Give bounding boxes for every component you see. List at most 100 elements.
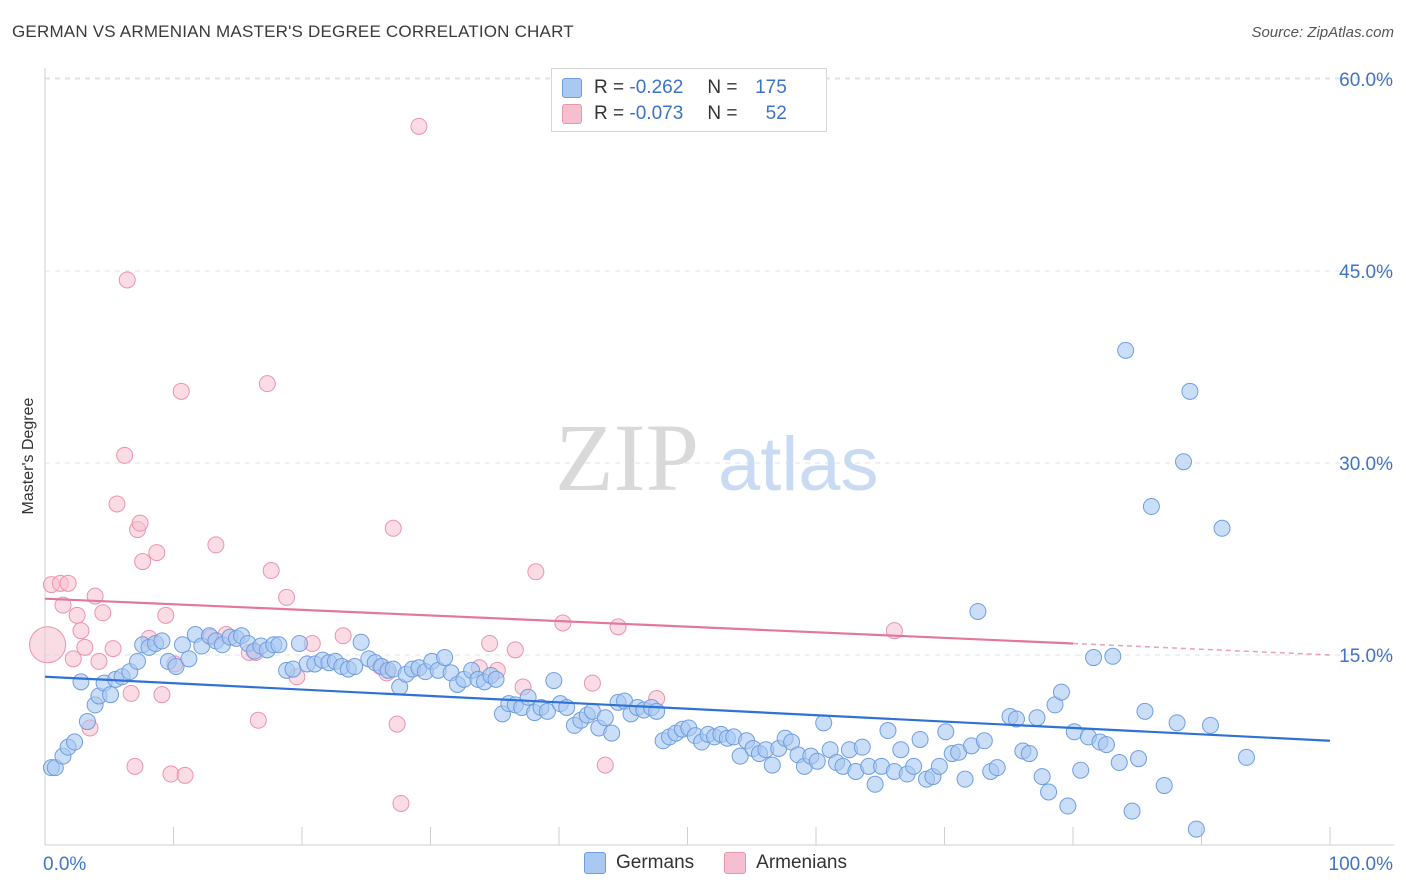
german-point	[519, 688, 537, 706]
german-point	[648, 702, 666, 720]
armenian-point	[481, 634, 499, 652]
armenian-point	[157, 606, 175, 624]
german-point	[930, 757, 948, 775]
german-point	[66, 733, 84, 751]
armenian-swatch	[562, 104, 582, 124]
german-n-label: N =	[707, 77, 738, 98]
german-point	[596, 709, 614, 727]
armenian-point	[262, 562, 280, 580]
armenian-point	[554, 614, 572, 632]
armenian-point	[122, 684, 140, 702]
armenian-trend-line	[44, 597, 1074, 645]
german-point	[956, 770, 974, 788]
source-label: Source: ZipAtlas.com	[1251, 24, 1394, 41]
armenian-point	[104, 640, 122, 658]
y-tick-label: 45.0%	[1339, 262, 1393, 283]
armenian-point	[68, 606, 86, 624]
grid-lines	[45, 77, 1394, 656]
german-trend-line	[44, 675, 1331, 742]
german-point	[988, 759, 1006, 777]
armenian-point	[609, 618, 627, 636]
legend-item-germans[interactable]: Germans	[584, 852, 694, 874]
armenian-point	[118, 271, 136, 289]
german-point	[129, 652, 147, 670]
armenian-point	[59, 574, 77, 592]
german-r-label: R =	[594, 77, 625, 98]
german-point	[892, 741, 910, 759]
stats-row-armenian: R = -0.073 N = 52	[562, 103, 787, 125]
armenians-legend-swatch	[724, 852, 747, 874]
armenian-point	[384, 519, 402, 537]
y-axis-label-group: Master's Degree	[20, 397, 37, 514]
armenian-point	[94, 604, 112, 622]
armenian-point	[334, 627, 352, 645]
german-point	[853, 738, 871, 756]
armenian-point	[131, 514, 149, 532]
armenian-point	[108, 495, 126, 513]
legend-item-armenians[interactable]: Armenians	[724, 852, 847, 874]
german-point	[102, 686, 120, 704]
stats-legend: R = -0.262 N = 175 R = -0.073 N = 52	[551, 68, 827, 132]
armenians-legend-label: Armenians	[756, 852, 847, 873]
german-point	[808, 752, 826, 770]
armenian-n-label: N =	[707, 103, 738, 124]
german-point	[1072, 761, 1090, 779]
y-axis-label: Master's Degree	[20, 397, 37, 514]
armenian-point	[153, 686, 171, 704]
german-point	[72, 673, 90, 691]
german-point	[1123, 802, 1141, 820]
armenian-point	[134, 553, 152, 571]
armenian-point	[527, 563, 545, 581]
armenian-point	[90, 652, 108, 670]
german-point	[866, 775, 884, 793]
y-tick-label: 30.0%	[1339, 454, 1393, 475]
armenian-n-value: 52	[765, 103, 787, 124]
german-n-value: 175	[755, 77, 787, 98]
german-point	[731, 747, 749, 765]
watermark: ZIP atlas	[555, 404, 879, 511]
german-point	[1028, 709, 1046, 727]
german-point	[1136, 702, 1154, 720]
german-point	[815, 714, 833, 732]
armenian-point	[162, 765, 180, 783]
armenian-point	[64, 650, 82, 668]
y-tick-label: 60.0%	[1339, 70, 1393, 91]
armenian-point	[583, 674, 601, 692]
german-point	[1175, 453, 1193, 471]
armenian-point	[176, 766, 194, 784]
german-point	[1104, 647, 1122, 665]
german-point	[1052, 683, 1070, 701]
germans-legend-swatch	[584, 852, 606, 874]
armenian-point	[148, 544, 166, 562]
german-point	[937, 723, 955, 741]
german-point	[1085, 649, 1103, 667]
german-point	[545, 672, 563, 690]
armenian-point	[388, 715, 406, 733]
x-tick-label: 0.0%	[43, 854, 86, 875]
german-point	[1110, 754, 1128, 772]
german-point	[1065, 723, 1083, 741]
axes	[44, 68, 1394, 846]
armenian-point	[76, 638, 94, 656]
german-point	[1187, 820, 1205, 838]
armenian-point	[410, 117, 428, 135]
armenian-point	[126, 757, 144, 775]
german-point	[1117, 341, 1135, 359]
stats-row-german: R = -0.262 N = 175	[562, 77, 787, 99]
armenian-point	[54, 596, 72, 614]
armenian-point	[72, 622, 90, 640]
german-point	[1155, 777, 1173, 795]
german-point	[911, 730, 929, 748]
armenian-point	[116, 446, 134, 464]
german-point	[78, 713, 96, 731]
german-point	[487, 670, 505, 688]
armenian-point	[258, 375, 276, 393]
german-point	[1007, 710, 1025, 728]
german-point	[1142, 498, 1160, 516]
german-point	[436, 649, 454, 667]
armenian-r-value: -0.073	[629, 103, 684, 124]
german-points	[42, 341, 1255, 838]
german-r-value: -0.262	[629, 77, 684, 98]
german-point	[346, 658, 364, 676]
